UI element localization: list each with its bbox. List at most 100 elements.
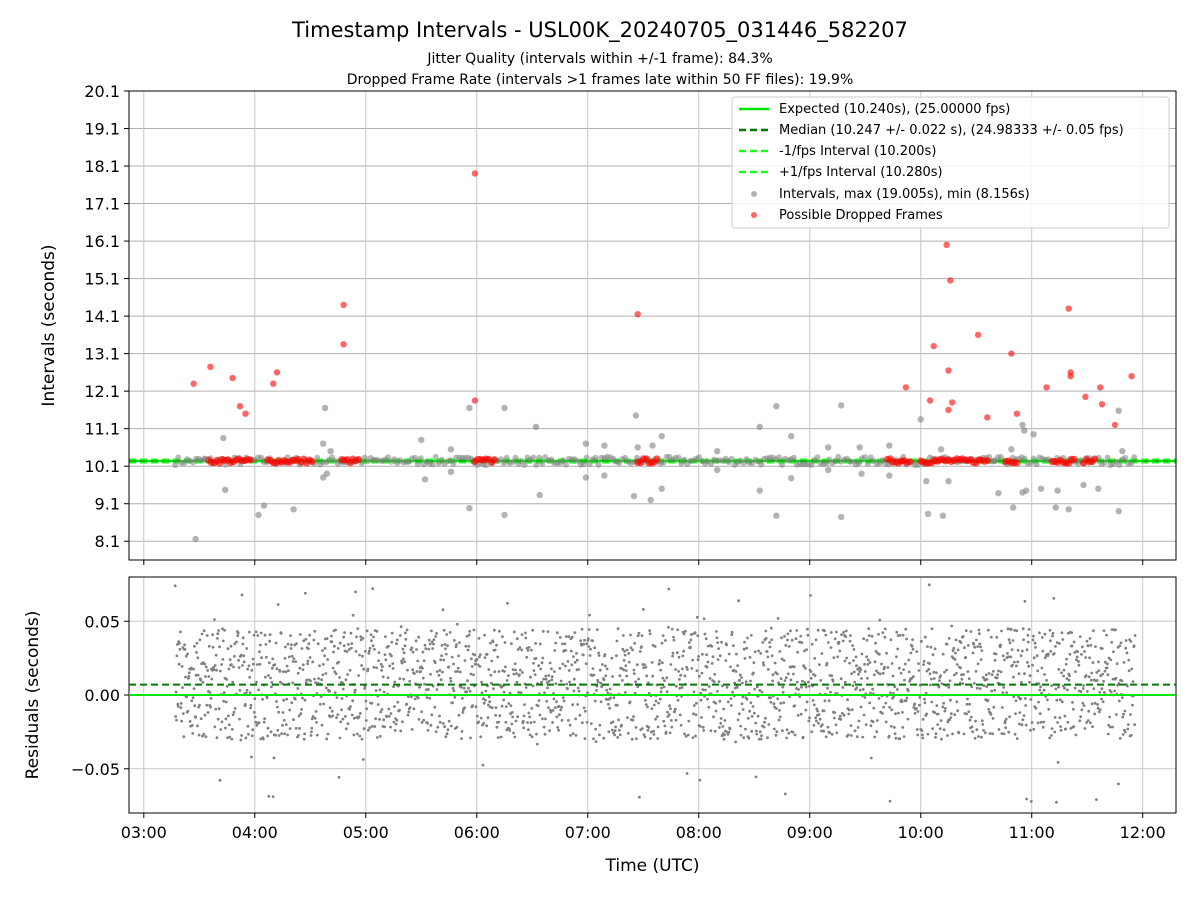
residual-point <box>935 704 939 707</box>
residual-point <box>961 635 965 638</box>
residual-point <box>895 630 899 634</box>
residual-point <box>695 615 699 619</box>
residual-point <box>588 613 591 617</box>
residual-point <box>634 680 637 684</box>
residual-point <box>417 718 421 721</box>
residual-point <box>746 636 749 640</box>
residual-point <box>922 663 925 666</box>
residual-point <box>948 718 951 722</box>
interval-point <box>634 444 641 451</box>
residual-point <box>804 708 808 712</box>
residual-point <box>237 666 241 669</box>
residual-point <box>451 701 454 705</box>
residual-point <box>989 635 993 639</box>
residual-point <box>484 689 488 693</box>
residual-point <box>901 726 905 729</box>
residual-point <box>242 654 246 658</box>
residual-point <box>513 662 517 666</box>
dropped-frame-point <box>1065 305 1072 312</box>
residual-point <box>858 670 862 673</box>
legend-intervals-label: Intervals, max (19.005s), min (8.156s) <box>779 187 1030 202</box>
residual-point <box>353 716 356 720</box>
residual-point <box>866 658 870 662</box>
residual-point <box>1006 652 1009 655</box>
residual-point <box>1129 640 1133 643</box>
residual-point <box>786 638 789 642</box>
residual-point <box>183 643 187 647</box>
residual-point <box>1031 663 1034 667</box>
residual-point <box>275 700 278 703</box>
residual-point <box>233 654 236 658</box>
residual-point <box>1133 634 1137 637</box>
interval-point <box>835 453 842 460</box>
residual-point <box>1042 720 1045 724</box>
residual-point <box>466 679 469 683</box>
residual-point <box>226 736 230 740</box>
interval-point <box>320 440 327 447</box>
residual-point <box>902 735 906 738</box>
residual-point <box>1123 730 1127 734</box>
residual-point <box>935 671 938 674</box>
residual-point <box>1077 660 1080 663</box>
residual-point <box>820 729 823 733</box>
residual-point <box>1103 660 1107 664</box>
interval-point <box>601 472 608 479</box>
residual-point <box>496 655 500 659</box>
interval-point <box>562 461 569 468</box>
residual-point <box>850 708 854 712</box>
residual-point <box>955 663 959 666</box>
residual-point <box>310 730 313 734</box>
residual-point <box>364 719 368 722</box>
residual-point <box>874 641 877 645</box>
residual-point <box>389 725 392 729</box>
intervals-y-tick-label: 19.1 <box>84 120 120 139</box>
residual-point <box>378 734 382 738</box>
residual-point <box>1070 631 1074 635</box>
residual-point <box>512 630 516 634</box>
residual-point <box>975 638 978 642</box>
residual-point <box>430 640 434 644</box>
residual-point <box>1054 645 1057 648</box>
residual-point <box>509 704 513 708</box>
interval-point <box>923 478 930 485</box>
interval-point <box>466 404 473 412</box>
residual-point <box>949 712 953 716</box>
dropped-frame-point <box>945 367 952 374</box>
residual-point <box>965 712 968 716</box>
residual-point <box>745 646 748 650</box>
residual-point <box>337 660 340 664</box>
residual-point <box>987 672 991 675</box>
residual-point <box>213 725 217 729</box>
residual-point <box>964 629 968 633</box>
residual-point <box>893 685 897 689</box>
interval-point <box>756 487 763 494</box>
residual-point <box>779 677 783 681</box>
residual-point <box>324 686 328 690</box>
residual-point <box>209 705 213 709</box>
residual-point <box>738 673 742 677</box>
residual-point <box>1092 687 1096 691</box>
residual-point <box>767 723 771 726</box>
residual-point <box>1003 658 1006 662</box>
residual-point <box>876 671 880 675</box>
residual-point <box>964 656 968 659</box>
intervals-y-ticks: 8.19.110.111.112.113.114.115.116.117.118… <box>84 82 129 551</box>
residual-point <box>813 657 817 660</box>
residual-point <box>253 697 257 701</box>
residual-point <box>532 669 536 672</box>
residual-point <box>544 677 548 681</box>
residual-point <box>772 702 776 706</box>
legend-intervals-swatch <box>751 191 757 197</box>
residual-point <box>1054 687 1058 691</box>
residual-point <box>524 631 527 635</box>
residual-point <box>480 680 483 684</box>
interval-point <box>714 466 721 474</box>
interval-point <box>512 454 519 461</box>
residual-point <box>905 696 909 700</box>
residual-point <box>911 647 915 651</box>
residual-point <box>292 657 296 660</box>
residual-point <box>927 667 931 671</box>
residual-point <box>710 662 714 665</box>
residual-point <box>896 647 900 651</box>
residual-point <box>805 700 809 704</box>
